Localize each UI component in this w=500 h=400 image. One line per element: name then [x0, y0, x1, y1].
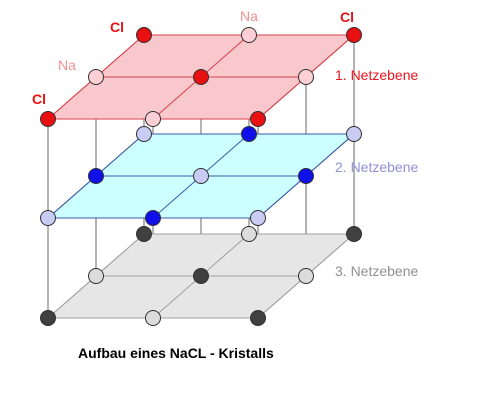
plane-3 [40, 226, 362, 326]
na-atom [241, 226, 257, 242]
cl-atom [346, 27, 362, 43]
na-atom [145, 111, 161, 127]
cl-atom [136, 226, 152, 242]
cl-atom [193, 69, 209, 85]
cl-atom [193, 268, 209, 284]
na-atom [193, 168, 209, 184]
plane-1 [40, 27, 362, 127]
atom-label-na-back: Na [240, 8, 258, 24]
na-atom [136, 126, 152, 142]
cl-atom [298, 168, 314, 184]
na-atom [241, 27, 257, 43]
cl-atom [40, 111, 56, 127]
plane-label-3: 3. Netzebene [335, 263, 418, 279]
cl-atom [88, 168, 104, 184]
plane-label-2: 2. Netzebene [335, 159, 418, 175]
na-atom [298, 69, 314, 85]
atom-label-cl-back-left: Cl [110, 19, 124, 35]
na-atom [346, 126, 362, 142]
atom-label-na-left: Na [58, 57, 76, 73]
plane-2 [40, 126, 362, 226]
na-atom [298, 268, 314, 284]
lattice-planes [40, 27, 362, 326]
plane-label-1: 1. Netzebene [335, 67, 418, 83]
cl-atom [346, 226, 362, 242]
atom-label-cl-front: Cl [32, 91, 46, 107]
na-atom [88, 268, 104, 284]
diagram-caption: Aufbau eines NaCL - Kristalls [78, 345, 274, 361]
na-atom [40, 210, 56, 226]
na-atom [145, 310, 161, 326]
cl-atom [250, 310, 266, 326]
na-atom [250, 210, 266, 226]
cl-atom [250, 111, 266, 127]
atom-label-cl-back-right: Cl [340, 9, 354, 25]
cl-atom [136, 27, 152, 43]
na-atom [88, 69, 104, 85]
cl-atom [241, 126, 257, 142]
cl-atom [40, 310, 56, 326]
cl-atom [145, 210, 161, 226]
